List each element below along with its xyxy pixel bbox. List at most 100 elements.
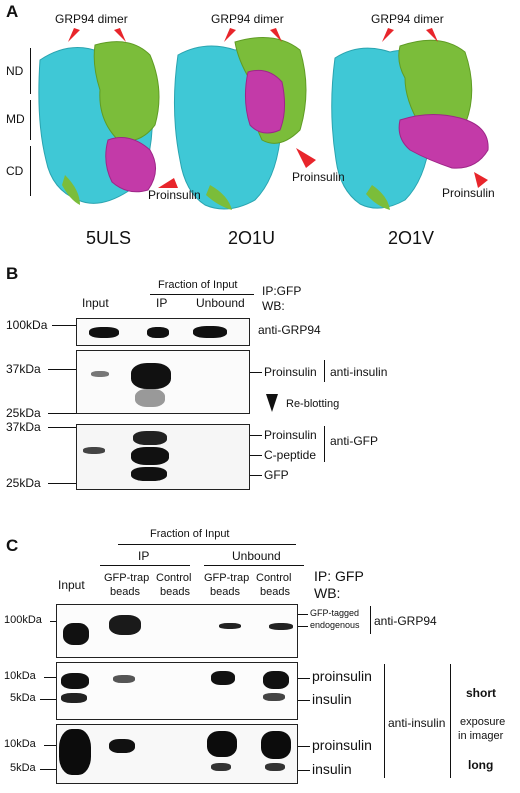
c-band-proinsulin-1: proinsulin — [312, 668, 372, 684]
c-band-insulin-2: insulin — [312, 761, 352, 777]
dimer-arrows — [68, 28, 438, 42]
c-marker-tick — [44, 677, 56, 678]
band — [269, 623, 293, 630]
c-blot-grp94 — [56, 604, 298, 658]
proinsulin-label-2: Proinsulin — [292, 170, 345, 184]
c-marker-10a: 10kDa — [4, 670, 36, 682]
c-lane1-line2: beads — [110, 586, 140, 598]
c-wb-label: WB: — [314, 585, 341, 601]
c-marker-tick — [44, 745, 56, 746]
c-blot-insulin-long — [56, 724, 298, 784]
b-wb-label: WB: — [262, 299, 285, 313]
band — [265, 763, 285, 771]
b-band-pointer — [250, 435, 262, 436]
c-band-pointer — [298, 700, 310, 701]
c-band-gfp-tagged: GFP-tagged — [310, 608, 360, 618]
b-marker-37b: 37kDa — [6, 420, 41, 434]
c-exposure-line1: exposure — [460, 716, 506, 728]
b-antibody-gfp: anti-GFP — [330, 434, 379, 448]
b-antibody-divider — [324, 426, 325, 462]
c-fraction-underline — [118, 544, 296, 545]
c-lane4-line2: beads — [260, 586, 290, 598]
c-band-pointer — [298, 746, 310, 747]
panel-b-letter: B — [6, 264, 19, 283]
proinsulin-label-3: Proinsulin — [442, 186, 495, 200]
c-group-ip: IP — [138, 549, 150, 563]
band — [83, 447, 105, 454]
b-band-pointer — [250, 372, 262, 373]
band — [63, 623, 89, 645]
band — [263, 671, 289, 689]
b-antibody-insulin: anti-insulin — [330, 365, 388, 379]
b-marker-tick — [48, 369, 76, 370]
c-marker-tick — [50, 621, 56, 622]
band — [91, 371, 109, 377]
band — [131, 363, 171, 389]
c-lane3-line1: GFP-trap — [204, 572, 250, 584]
b-reblotting: Re-blotting — [286, 398, 340, 410]
b-antibody-divider — [324, 360, 325, 382]
c-lane4-line1: Control — [256, 572, 292, 584]
band — [109, 615, 141, 635]
c-antibody-divider — [370, 606, 371, 634]
dimer-label-2: GRP94 dimer — [211, 12, 284, 26]
b-lane-input: Input — [82, 296, 109, 310]
band — [211, 671, 235, 685]
c-band-pointer — [298, 626, 308, 627]
c-band-pointer — [298, 770, 310, 771]
c-marker-100: 100kDa — [4, 614, 42, 626]
b-blot-grp94 — [76, 318, 250, 346]
panel-c-letter: C — [6, 536, 19, 555]
c-lane-input: Input — [58, 578, 85, 592]
band — [131, 447, 169, 465]
proinsulin-label-1: Proinsulin — [148, 188, 201, 202]
c-marker-5a: 5kDa — [10, 692, 36, 704]
band — [207, 731, 237, 757]
proinsulin-arrows — [158, 148, 488, 188]
b-band-cpeptide: C-peptide — [264, 448, 317, 462]
b-marker-37a: 37kDa — [6, 362, 41, 376]
c-exposure-long: long — [468, 758, 494, 772]
b-blot-gfp — [76, 424, 250, 490]
domain-nd: ND — [6, 64, 24, 78]
band — [89, 327, 119, 338]
band — [211, 763, 231, 771]
b-ip-label: IP:GFP — [262, 284, 302, 298]
domain-bracket-nd — [30, 48, 31, 94]
c-marker-tick — [40, 769, 56, 770]
structure-2o1u — [173, 37, 307, 210]
band — [59, 729, 91, 775]
b-marker-tick — [52, 325, 76, 326]
band — [61, 673, 89, 689]
b-antibody-grp94: anti-GRP94 — [258, 323, 321, 337]
c-antibody-divider — [384, 664, 385, 778]
c-ip-underline — [100, 565, 190, 566]
structure-2o1v — [331, 39, 489, 210]
c-band-endogenous: endogenous — [310, 620, 360, 630]
band — [133, 431, 167, 445]
b-reblot-arrow — [266, 394, 278, 412]
b-marker-tick — [48, 413, 76, 414]
c-exposure-divider — [450, 664, 451, 778]
c-band-pointer — [298, 678, 310, 679]
b-marker-tick — [48, 427, 76, 428]
b-marker-25b: 25kDa — [6, 476, 41, 490]
c-lane1-line1: GFP-trap — [104, 572, 150, 584]
c-lane3-line2: beads — [210, 586, 240, 598]
b-lane-unbound: Unbound — [196, 296, 245, 310]
b-marker-tick — [48, 483, 76, 484]
band — [147, 327, 169, 338]
c-lane2-line2: beads — [160, 586, 190, 598]
c-antibody-grp94: anti-GRP94 — [374, 614, 437, 628]
b-band-proinsulin-2: Proinsulin — [264, 428, 317, 442]
c-marker-10b: 10kDa — [4, 738, 36, 750]
b-lane-ip: IP — [156, 296, 168, 310]
domain-cd: CD — [6, 164, 24, 178]
domain-md: MD — [6, 112, 25, 126]
b-marker-25a: 25kDa — [6, 406, 41, 420]
c-band-insulin-1: insulin — [312, 691, 352, 707]
structure-5uls — [38, 41, 160, 205]
domain-bracket-cd — [30, 146, 31, 196]
band — [131, 467, 167, 481]
b-band-gfp: GFP — [264, 468, 289, 482]
